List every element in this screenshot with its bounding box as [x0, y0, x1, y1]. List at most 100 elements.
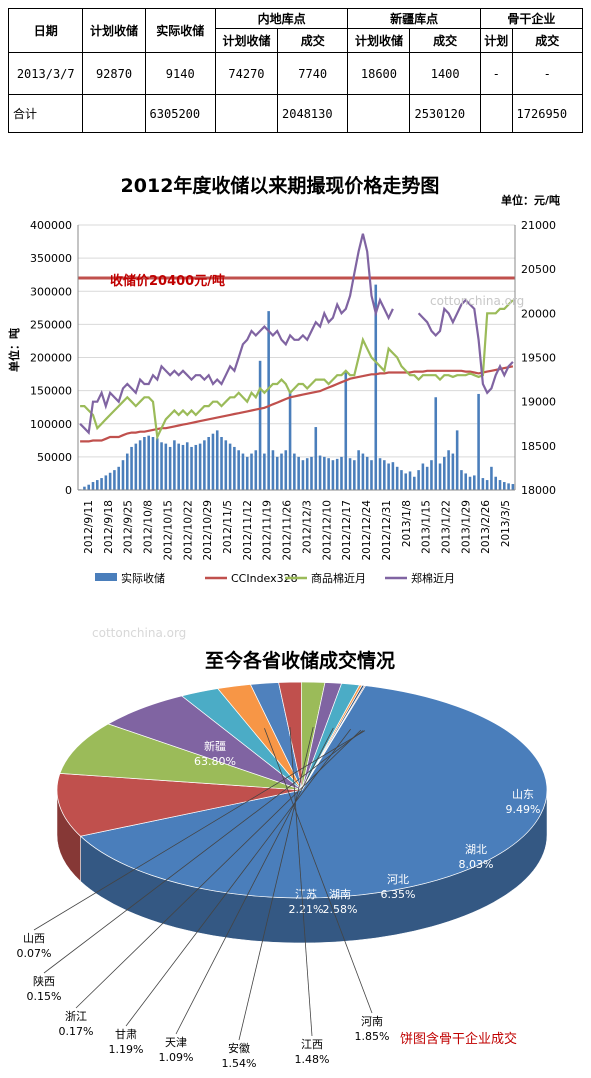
slice-pct: 1.09% — [159, 1051, 194, 1064]
bar — [108, 472, 112, 490]
x-tick-label: 2013/1/22 — [440, 500, 452, 554]
cell-bb-deal: - — [511, 52, 584, 95]
x-tick-label: 2012/9/11 — [83, 500, 95, 554]
bar — [83, 486, 86, 490]
bar — [203, 440, 206, 490]
storage-summary-table: 日期 计划收储 实际收储 内地库点 新疆库点 骨干企业 计划收储 成交 计划收储… — [7, 8, 584, 133]
bar — [87, 484, 90, 490]
x-tick-label: 2013/1/8 — [401, 500, 413, 547]
slice-pct: 1.85% — [355, 1030, 390, 1043]
leader-line — [33, 730, 366, 931]
slice-label: 天津 — [165, 1036, 187, 1049]
bar — [155, 438, 159, 490]
bar — [305, 458, 309, 490]
x-tick-label: 2012/12/10 — [321, 500, 333, 561]
bar — [151, 437, 155, 490]
left-tick-label: 50000 — [37, 451, 72, 464]
bar — [353, 460, 356, 490]
left-tick-label: 250000 — [30, 318, 72, 331]
bar — [275, 456, 279, 490]
bar — [113, 470, 116, 490]
bar-series — [78, 284, 515, 490]
right-tick-label: 20500 — [521, 263, 556, 276]
bar — [451, 453, 455, 490]
bar — [160, 442, 163, 490]
sub-bb-plan: 计划 — [479, 28, 513, 53]
cell-empty — [214, 94, 279, 133]
bar — [507, 483, 510, 490]
pie-slice — [56, 773, 303, 837]
bar — [207, 437, 210, 490]
cell-empty — [82, 94, 146, 133]
x-tick-label: 2012/9/25 — [123, 500, 135, 554]
zhengzhou-cotton-line — [79, 233, 514, 435]
col-xinjiang: 新疆库点 — [347, 8, 481, 29]
bar — [447, 450, 450, 490]
slice-label: 山西 — [23, 932, 45, 945]
slice-pct: 1.54% — [222, 1057, 257, 1070]
bar — [241, 453, 245, 490]
bar — [443, 456, 446, 490]
slice-label: 湖北 — [465, 843, 487, 856]
slice-pct: 2.58% — [323, 903, 358, 916]
bar — [134, 443, 138, 490]
grid — [78, 224, 515, 491]
right-tick-label: 19000 — [521, 396, 556, 409]
bar — [211, 433, 215, 490]
bar — [228, 443, 232, 490]
sub-xj-plan: 计划收储 — [347, 28, 411, 53]
bar — [233, 446, 236, 490]
axes: 0 50000 100000 150000 200000 250000 300000 3500… — [30, 219, 556, 561]
sub-bb-deal: 成交 — [511, 28, 584, 53]
bar — [430, 460, 433, 490]
leader-line — [75, 729, 362, 1009]
pie-slice — [301, 685, 366, 791]
cell-inland-plan: 74270 — [214, 52, 279, 95]
cell-inland-deal: 7740 — [277, 52, 349, 95]
pie-note: 饼图含骨干企业成交 — [400, 1031, 517, 1047]
bar — [224, 440, 228, 490]
bar — [408, 471, 412, 490]
sub-inland-deal: 成交 — [277, 28, 349, 53]
watermark: cottonchina.org — [92, 626, 186, 640]
bar — [185, 442, 189, 490]
slice-label: 山东 — [512, 788, 534, 801]
bar — [143, 437, 146, 490]
bar — [258, 360, 262, 490]
cell-plan: 92870 — [82, 52, 146, 95]
bar — [477, 393, 480, 490]
slice-pct: 9.49% — [506, 803, 541, 816]
cell-total-inland-deal: 2048130 — [277, 94, 349, 133]
legend: 实际收储 CCIndex328 商品棉近月 郑棉近月 — [95, 571, 455, 585]
bar — [455, 430, 459, 490]
cell-total-xj-deal: 2530120 — [409, 94, 481, 133]
bar — [284, 450, 288, 490]
sub-inland-plan: 计划收储 — [214, 28, 279, 53]
bar — [173, 440, 176, 490]
bar — [365, 456, 369, 490]
slice-label: 湖南 — [329, 888, 351, 901]
bar — [511, 484, 515, 490]
slice-pct: 0.17% — [59, 1025, 94, 1038]
bar — [301, 460, 305, 490]
x-tick-label: 2012/10/29 — [202, 500, 214, 561]
x-tick-label: 2012/11/26 — [282, 500, 294, 561]
province-pie-chart: cottonchina.org 至今各省收储成交情况 新疆 63.80% 山东 9.4… — [17, 626, 548, 1070]
bar — [481, 478, 485, 490]
left-tick-label: 150000 — [30, 385, 72, 398]
bar — [95, 480, 99, 490]
bar — [147, 435, 150, 490]
cc-index-line — [80, 365, 514, 443]
slice-pct: 1.48% — [295, 1053, 330, 1066]
bar — [473, 475, 476, 490]
bar — [494, 476, 498, 490]
bar — [254, 450, 258, 490]
cell-total-actual: 6305200 — [144, 94, 216, 133]
bar — [280, 453, 283, 490]
bar — [297, 456, 300, 490]
bar — [318, 455, 322, 490]
slice-label: 江苏 — [295, 888, 317, 901]
cell-xj-plan: 18600 — [347, 52, 411, 95]
legend-swatch — [95, 573, 117, 581]
leader-line — [289, 727, 313, 1037]
